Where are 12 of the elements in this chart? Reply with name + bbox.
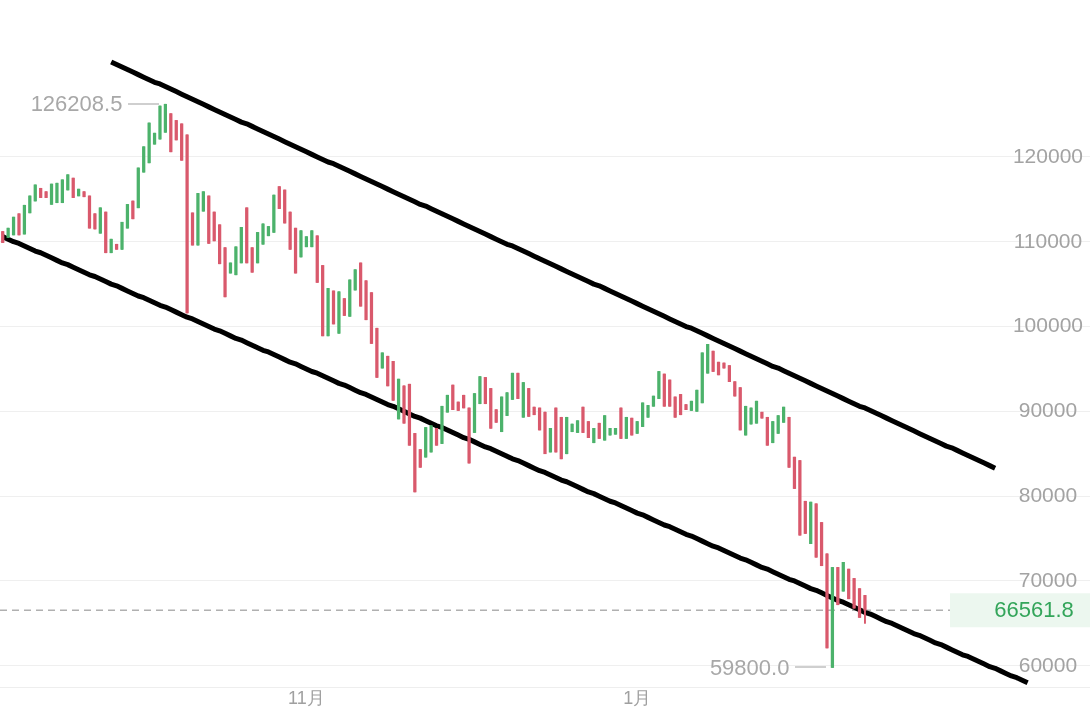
annotation: 59800.0 [709,654,790,680]
x-tick-label: 11月 [288,687,325,708]
annotation: 126208.5 [30,91,123,117]
x-tick-label: 1月 [623,687,652,708]
ref-line-label: 66561.8 [994,597,1074,623]
y-tick-label: 80000 [1018,482,1078,506]
y-tick-label: 110000 [1013,228,1083,252]
y-tick-label: 70000 [1018,567,1078,591]
y-tick-label: 120000 [1012,143,1083,167]
y-tick-label: 100000 [1012,313,1083,337]
y-tick-label: 90000 [1018,398,1078,422]
y-tick-label: 60000 [1018,652,1078,676]
